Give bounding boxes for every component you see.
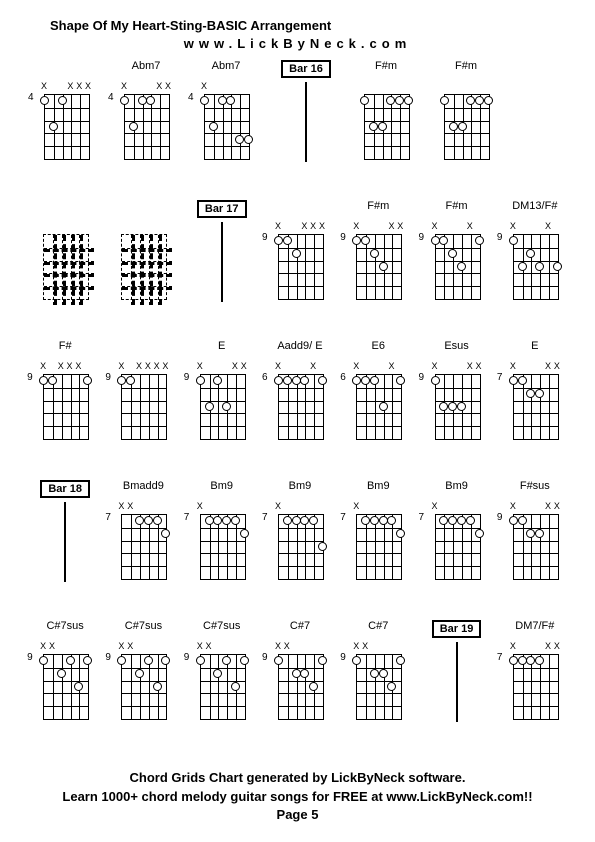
chord-label: F#m <box>455 60 477 76</box>
chord-row: F#9XXXX9XXXXXE9XXXAadd9/ E6XXE66XXEsus9X… <box>30 340 570 470</box>
chord-label: DM7/F# <box>515 620 554 636</box>
chord-label: F#m <box>446 200 468 216</box>
chord-label: Aadd9/ E <box>277 340 322 356</box>
chord-diagram: Bm97X <box>343 480 413 580</box>
chord-diagram <box>108 200 178 300</box>
chord-label: C#7 <box>368 620 388 636</box>
bar-divider <box>305 82 307 162</box>
bar-marker: Bar 18 <box>30 480 100 582</box>
chord-diagram: Aadd9/ E6XX <box>265 340 335 440</box>
chord-diagram: E7XXX <box>500 340 570 440</box>
chord-label: C#7sus <box>203 620 240 636</box>
chord-diagram: C#7sus9XX <box>108 620 178 720</box>
chord-label: Esus <box>444 340 468 356</box>
bar-divider <box>221 222 223 302</box>
page-subtitle: www.LickByNeck.com <box>0 36 595 51</box>
chord-diagram: C#7sus9XX <box>187 620 257 720</box>
chord-diagram: 9XXXX <box>265 200 335 300</box>
chord-label: E <box>531 340 538 356</box>
bar-marker: Bar 16 <box>270 60 342 162</box>
chord-label: Bmadd9 <box>123 480 164 496</box>
chord-label: Bm9 <box>445 480 468 496</box>
chord-label: Bar 19 <box>432 620 482 636</box>
chord-row: Bar 17 9XXXXF#m9XXXF#m9XXDM13/F#9XX <box>30 200 570 330</box>
chord-label: Bm9 <box>367 480 390 496</box>
chord-row: 4XXXXAbm74XXXAbm74X Bar 16 F#m F#m <box>30 60 570 190</box>
page-title: Shape Of My Heart-Sting-BASIC Arrangemen… <box>50 18 331 33</box>
chord-label: Bar 18 <box>40 480 90 496</box>
chord-diagram: Abm74XXX <box>110 60 182 160</box>
chord-label: F#m <box>367 200 389 216</box>
chord-label: E <box>218 340 225 356</box>
chord-label: Abm7 <box>212 60 241 76</box>
footer-line-3: Page 5 <box>0 806 595 824</box>
bar-divider <box>64 502 66 582</box>
chord-diagram: 9XXXXX <box>108 340 178 440</box>
chord-diagram: Bm97X <box>421 480 491 580</box>
chord-diagram: F#sus9XXX <box>500 480 570 580</box>
chord-label: Bm9 <box>289 480 312 496</box>
chord-diagram: DM13/F#9XX <box>500 200 570 300</box>
chord-diagram: Esus9XXX <box>421 340 491 440</box>
chord-diagram: F#m <box>430 60 502 160</box>
footer-line-1: Chord Grids Chart generated by LickByNec… <box>0 769 595 787</box>
chord-label: F# <box>59 340 72 356</box>
bar-divider <box>456 642 458 722</box>
chord-label: C#7 <box>290 620 310 636</box>
chord-label: E6 <box>372 340 385 356</box>
chord-diagram: Abm74X <box>190 60 262 160</box>
chord-row: Bar 18Bmadd97XXBm97XBm97XBm97XBm97XF#sus… <box>30 480 570 610</box>
chord-row: C#7sus9XXC#7sus9XXC#7sus9XXC#79XXC#79XXB… <box>30 620 570 750</box>
page-footer: Chord Grids Chart generated by LickByNec… <box>0 769 595 824</box>
chord-diagram: F#m9XXX <box>343 200 413 300</box>
chord-diagram: C#79XX <box>265 620 335 720</box>
chord-diagram: F#m <box>350 60 422 160</box>
chord-label: DM13/F# <box>512 200 557 216</box>
chord-label: Bar 17 <box>197 200 247 216</box>
chord-diagram: F#m9XX <box>421 200 491 300</box>
chord-diagram: Bm97X <box>265 480 335 580</box>
chord-diagram: F#9XXXX <box>30 340 100 440</box>
chord-diagram: C#79XX <box>343 620 413 720</box>
chord-label: Bm9 <box>210 480 233 496</box>
chord-diagram: DM7/F#7XXX <box>500 620 570 720</box>
chord-diagram: C#7sus9XX <box>30 620 100 720</box>
chord-diagram <box>30 200 100 300</box>
chord-label: C#7sus <box>125 620 162 636</box>
chord-diagram: E66XX <box>343 340 413 440</box>
chord-diagram: Bmadd97XX <box>108 480 178 580</box>
chord-label: F#sus <box>520 480 550 496</box>
bar-marker: Bar 17 <box>187 200 257 302</box>
chord-label: C#7sus <box>46 620 83 636</box>
chord-label: F#m <box>375 60 397 76</box>
chord-label: Abm7 <box>132 60 161 76</box>
chord-diagram: 4XXXX <box>30 60 102 160</box>
bar-marker: Bar 19 <box>421 620 491 722</box>
chord-diagram: Bm97X <box>187 480 257 580</box>
chord-grid-area: 4XXXXAbm74XXXAbm74X Bar 16 F#m F#m Bar 17 9XX… <box>30 60 570 760</box>
chord-diagram: E9XXX <box>187 340 257 440</box>
chord-label: Bar 16 <box>281 60 331 76</box>
footer-line-2: Learn 1000+ chord melody guitar songs fo… <box>0 788 595 806</box>
